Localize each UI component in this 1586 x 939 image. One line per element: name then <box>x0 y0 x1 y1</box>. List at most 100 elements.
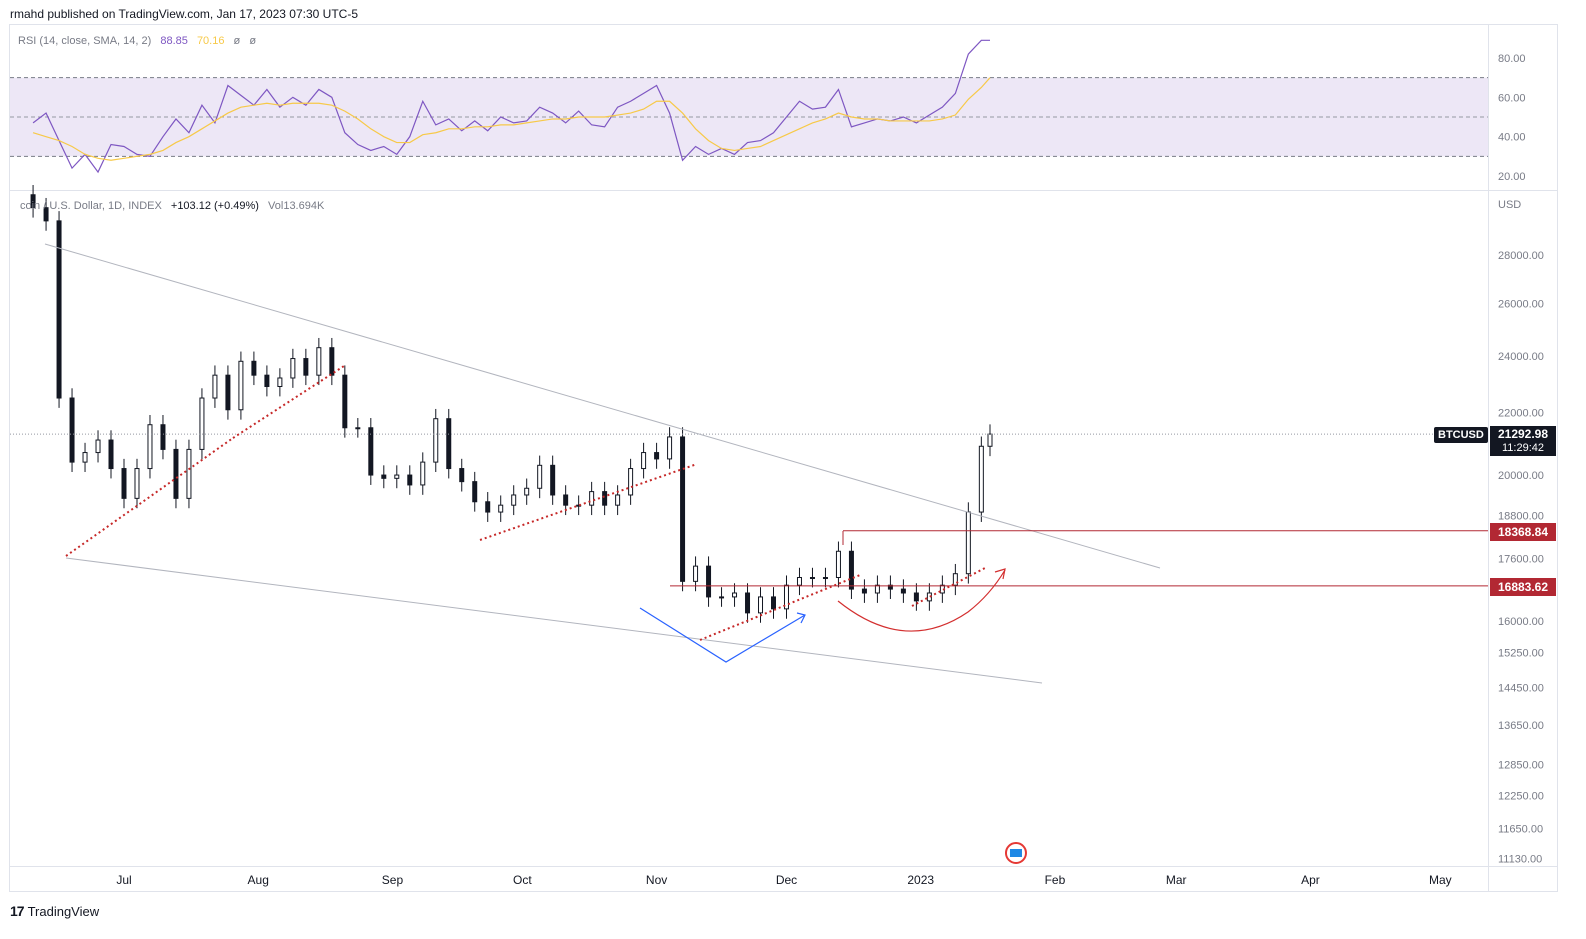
candle-body <box>56 220 62 399</box>
last-price: 21292.98 <box>1497 427 1549 441</box>
upper-trendline <box>44 243 1161 569</box>
time-axis-label: Dec <box>776 873 797 887</box>
footer-brand[interactable]: 17 TradingView <box>10 903 99 919</box>
candle-body <box>913 592 919 602</box>
candle-body <box>602 491 608 506</box>
candle-body <box>238 360 244 411</box>
tradingview-logo-icon: 17 <box>10 903 25 919</box>
symbol-tag: BTCUSD <box>1434 427 1488 443</box>
rsi-pane <box>10 39 1488 174</box>
dotted-support-line <box>911 567 986 607</box>
candle-body <box>628 468 634 496</box>
candle-body <box>550 464 556 496</box>
price-axis-tick: 13650.00 <box>1498 720 1544 732</box>
price-axis-tick: 20000.00 <box>1498 470 1544 482</box>
candle-body <box>758 596 764 614</box>
candle-body <box>446 418 452 470</box>
rsi-extra-2: ø <box>249 35 257 47</box>
price-axis-border <box>1488 24 1489 892</box>
level-tag-upper: 18368.84 <box>1490 523 1556 541</box>
rsi-extra-1: ø <box>233 35 241 47</box>
last-price-tag: 21292.98 11:29:42 <box>1490 426 1556 456</box>
candle-body <box>680 436 686 582</box>
candle-body <box>524 487 530 496</box>
time-axis-label: 2023 <box>907 873 934 887</box>
candle-body <box>69 397 75 463</box>
rsi-sma-line <box>32 77 991 161</box>
candle-body <box>303 358 309 376</box>
candle-body <box>407 474 413 486</box>
price-axis-tick: 14450.00 <box>1498 683 1544 695</box>
candle-body <box>732 592 738 598</box>
candle-body <box>952 573 958 586</box>
axes-layer: 80.00 60.00 40.00 20.00 28000.00 26000.00 2400… <box>116 53 1544 887</box>
candle-body <box>706 565 712 598</box>
symbol-legend[interactable]: coin / U.S. Dollar, 1D, INDEX +103.12 (+… <box>20 200 330 212</box>
price-axis-tick: 11650.00 <box>1498 824 1543 836</box>
candle-body <box>719 596 725 599</box>
drawings-layer <box>44 243 1488 684</box>
pane-separator[interactable] <box>9 190 1558 191</box>
candle-body <box>809 577 815 580</box>
candle-body <box>160 424 166 450</box>
candle-body <box>978 445 984 513</box>
rsi-sma-value: 70.16 <box>196 35 225 47</box>
publisher-caption: rmahd published on TradingView.com, Jan … <box>10 7 358 21</box>
candle-body <box>537 464 543 489</box>
candle-body <box>199 397 205 450</box>
candle-body <box>498 504 504 513</box>
candle-body <box>485 501 491 513</box>
candle-body <box>95 439 101 454</box>
candle-body <box>394 474 400 479</box>
rsi-axis-tick: 40.00 <box>1498 132 1526 144</box>
time-axis-label: Apr <box>1301 873 1320 887</box>
price-axis-tick: 12850.00 <box>1498 759 1544 771</box>
candle-body <box>134 468 140 499</box>
candle-body <box>511 494 517 506</box>
economic-event-flag-icon <box>1009 849 1022 857</box>
candle-body <box>965 511 971 575</box>
candle-body <box>874 584 880 594</box>
symbol-title: coin / U.S. Dollar, 1D, INDEX <box>20 200 162 212</box>
rsi-value: 88.85 <box>160 35 188 47</box>
candle-body <box>251 360 257 376</box>
rsi-legend[interactable]: RSI (14, close, SMA, 14, 2) 88.85 70.16 … <box>18 35 262 47</box>
volume-value: Vol13.694K <box>268 200 325 212</box>
price-axis-tick: 15250.00 <box>1498 647 1544 659</box>
rsi-axis-tick: 60.00 <box>1498 92 1526 104</box>
rounded-bottom-arrowhead <box>994 568 1006 580</box>
candle-body <box>771 596 776 610</box>
candle-body <box>835 550 841 579</box>
candle-body <box>861 588 867 594</box>
dotted-support-line <box>232 365 345 439</box>
dotted-support-line <box>479 463 698 541</box>
candle-body <box>316 347 322 376</box>
candle-body <box>329 347 335 376</box>
candle-body <box>641 452 647 470</box>
candle-body <box>368 427 374 476</box>
price-axis-tick: 11130.00 <box>1498 853 1542 865</box>
candle-body <box>147 424 153 470</box>
footer-brand-text: TradingView <box>27 903 100 919</box>
candle-body <box>433 418 439 463</box>
candle-body <box>342 374 348 429</box>
candle-body <box>290 358 296 379</box>
candle-body <box>667 436 673 460</box>
candle-body <box>987 433 993 447</box>
rsi-axis-tick: 80.00 <box>1498 53 1526 65</box>
price-axis-tick: 26000.00 <box>1498 298 1544 310</box>
candle-body <box>82 452 88 463</box>
time-axis-label: Sep <box>382 873 404 887</box>
candle-body <box>420 461 426 486</box>
rsi-line <box>32 39 990 174</box>
candle-body <box>186 448 192 499</box>
price-axis-tick: 16000.00 <box>1498 616 1544 628</box>
candle-body <box>900 588 906 594</box>
candle-body <box>43 207 49 222</box>
dotted-support-line <box>65 437 234 557</box>
time-axis-border <box>9 866 1558 867</box>
v-bottom-arrowhead <box>796 612 806 624</box>
bar-countdown: 11:29:42 <box>1501 442 1544 454</box>
candle-body <box>264 374 270 388</box>
